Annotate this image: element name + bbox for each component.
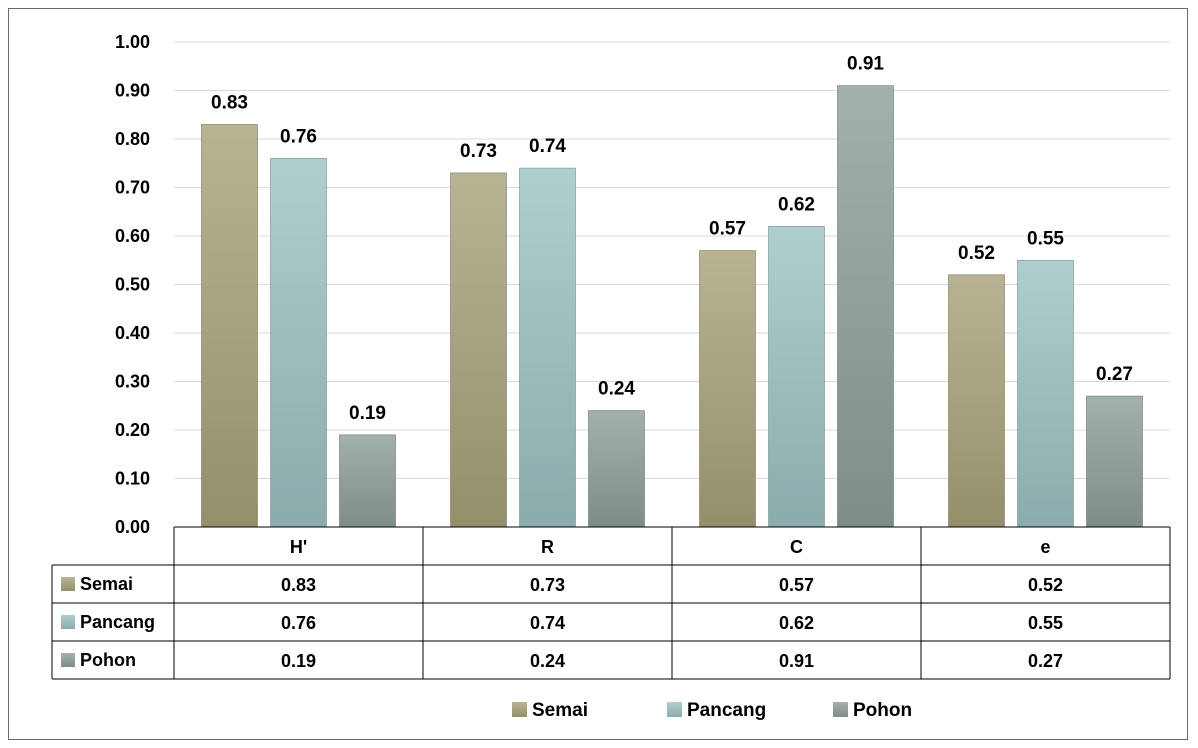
legend: Semai Pancang Pohon [512,700,912,721]
y-axis: 0.00 0.10 0.20 0.30 0.40 0.50 0.60 0.70 0.80 0.90… [115,32,150,537]
y-tick-label: 0.60 [115,226,150,246]
y-tick-label: 0.00 [115,517,150,537]
data-label: 0.73 [460,141,497,162]
y-tick-label: 1.00 [115,32,150,52]
y-tick-label: 0.90 [115,81,150,101]
legend-swatch [833,702,848,717]
bar-pancang-c [768,226,825,528]
bar-pancang-e [1017,259,1074,528]
data-label: 0.52 [958,243,995,264]
data-label: 0.27 [1096,364,1133,385]
legend-label: Pancang [687,700,766,721]
table-cell: 0.27 [1028,651,1063,671]
table-cell: 0.83 [281,575,316,595]
table-series-name: Pancang [80,612,155,632]
legend-label: Pohon [853,700,912,721]
data-label: 0.76 [280,126,317,147]
bar-pohon-h [339,434,396,528]
y-tick-label: 0.50 [115,275,150,295]
data-label: 0.57 [709,219,746,240]
table-cell: 0.74 [530,613,565,633]
bar-pohon-c [837,85,894,528]
data-label: 0.19 [349,403,386,424]
y-tick-label: 0.40 [115,323,150,343]
legend-swatch [512,702,527,717]
table-legend-swatch [61,615,75,629]
y-tick-label: 0.30 [115,372,150,392]
x-tick-label: C [790,537,803,557]
bars [201,85,1143,528]
table-cell: 0.91 [779,651,814,671]
y-tick-label: 0.70 [115,178,150,198]
table-cell: 0.52 [1028,575,1063,595]
data-label: 0.55 [1027,228,1064,249]
bar-semai-e [948,274,1005,528]
bar-pancang-h [270,158,327,528]
table-cell: 0.57 [779,575,814,595]
table-cell: 0.73 [530,575,565,595]
table-series-name: Semai [80,574,133,594]
bar-pohon-r [588,410,645,528]
x-tick-label: e [1040,537,1050,557]
data-labels: 0.83 0.76 0.19 0.73 0.74 0.24 0.57 0.62 0.91 0.52… [211,54,1133,424]
bar-semai-r [450,172,507,528]
table-legend-swatch [61,653,75,667]
x-tick-label: H' [290,537,307,557]
legend-label: Semai [532,700,588,721]
table-cell: 0.55 [1028,613,1063,633]
x-tick-label: R [541,537,554,557]
y-tick-label: 0.80 [115,129,150,149]
legend-swatch [667,702,682,717]
table-series-name: Pohon [80,650,136,670]
bar-pancang-r [519,167,576,528]
y-tick-label: 0.20 [115,420,150,440]
table-cell: 0.24 [530,651,565,671]
data-label: 0.62 [778,194,815,215]
data-label: 0.91 [847,54,884,75]
data-label: 0.74 [529,136,566,157]
y-tick-label: 0.10 [115,469,150,489]
bar-semai-c [699,250,756,528]
data-label: 0.83 [211,92,248,113]
bar-pohon-e [1086,395,1143,528]
table-cell: 0.62 [779,613,814,633]
bar-semai-h [201,124,258,528]
table-legend-swatch [61,577,75,591]
data-label: 0.24 [598,379,635,400]
table-cell: 0.19 [281,651,316,671]
table-cell: 0.76 [281,613,316,633]
